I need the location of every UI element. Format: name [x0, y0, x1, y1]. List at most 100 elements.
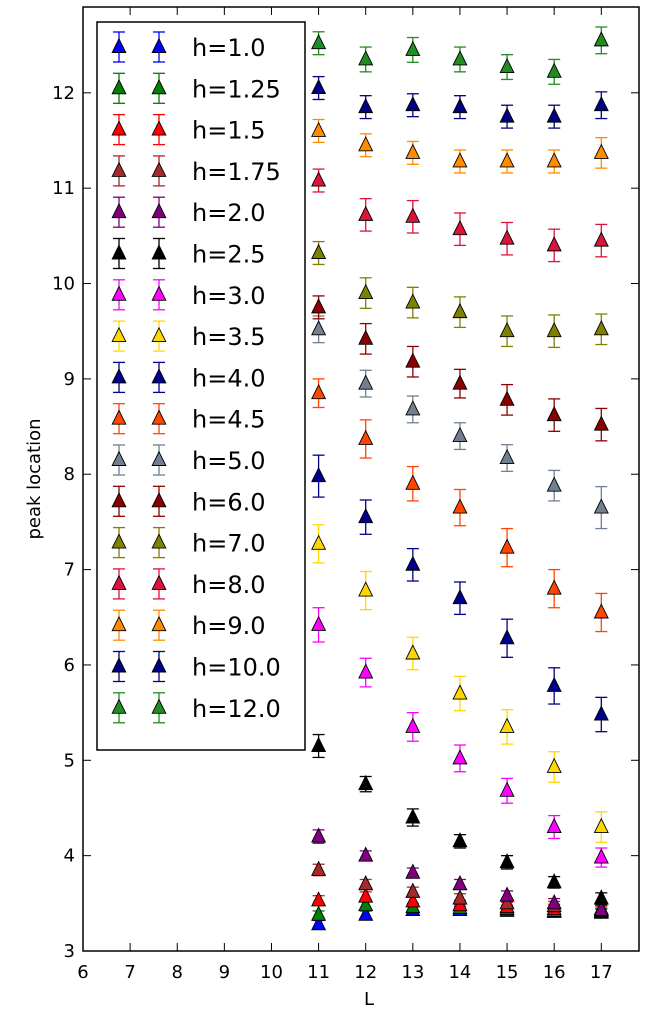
legend-marker: [111, 202, 127, 219]
data-point: [311, 298, 327, 314]
data-point: [452, 152, 468, 168]
data-point: [452, 874, 468, 891]
data-point: [405, 293, 421, 309]
data-point: [405, 95, 421, 112]
series-h=4.5: [311, 378, 609, 633]
data-point: [593, 320, 609, 336]
data-point: [499, 229, 515, 245]
data-point: [452, 50, 468, 66]
data-point: [452, 684, 468, 700]
legend-item: h=5.0: [111, 444, 266, 476]
data-point: [499, 717, 515, 733]
data-point: [593, 817, 609, 833]
data-point: [311, 915, 327, 931]
legend-item: h=1.0: [111, 31, 266, 63]
legend-marker: [111, 492, 127, 508]
data-point: [546, 62, 562, 78]
data-point: [499, 390, 515, 406]
series-h=3.5: [311, 524, 609, 843]
data-point: [452, 374, 468, 390]
legend-label: h=3.0: [192, 282, 266, 310]
legend-marker: [111, 368, 127, 384]
data-point: [593, 498, 609, 514]
data-point: [358, 887, 374, 903]
data-point: [358, 97, 374, 114]
data-point: [499, 152, 515, 168]
legend-marker: [111, 79, 127, 95]
data-point: [311, 891, 327, 907]
legend-marker: [151, 698, 167, 714]
data-point: [311, 905, 327, 921]
legend-label: h=1.5: [192, 117, 266, 145]
data-point: [593, 900, 609, 916]
series-h=5.0: [311, 315, 609, 530]
legend-marker: [151, 161, 167, 177]
data-point: [546, 579, 562, 595]
plot-area-frame: [82, 6, 640, 952]
y-tick-label: 12: [52, 83, 75, 104]
legend-label: h=1.25: [192, 75, 281, 103]
legend-marker: [111, 285, 127, 301]
data-point: [593, 231, 609, 247]
legend-marker: [111, 161, 127, 177]
legend-item: h=7.0: [111, 526, 266, 559]
legend-label: h=4.0: [192, 364, 266, 392]
legend-marker: [111, 615, 127, 632]
data-point: [358, 581, 374, 597]
legend-marker: [111, 574, 127, 590]
legend-label: h=3.5: [192, 323, 266, 351]
series-h=8.0: [311, 168, 609, 263]
data-point: [311, 860, 327, 876]
data-points: [311, 26, 609, 931]
data-point: [452, 588, 468, 605]
data-point: [499, 321, 515, 338]
data-point: [452, 832, 468, 848]
legend-item: h=1.75: [111, 155, 281, 187]
data-point: [499, 894, 515, 910]
legend-marker: [151, 368, 167, 384]
data-point: [405, 207, 421, 223]
legend-marker: [111, 326, 127, 343]
data-point: [452, 97, 468, 114]
legend-item: h=3.0: [111, 279, 266, 311]
series-h=6.0: [311, 295, 609, 442]
y-tick-label: 7: [64, 560, 75, 581]
legend-label: h=4.5: [192, 406, 266, 434]
legend-item: h=4.0: [111, 361, 266, 394]
data-point: [311, 320, 327, 336]
series-h=2.0: [311, 827, 609, 916]
legend-marker: [151, 79, 167, 95]
series-h=10.0: [311, 75, 609, 129]
data-point: [546, 152, 562, 168]
data-point: [358, 283, 374, 300]
x-tick-label: 16: [543, 962, 566, 983]
data-point: [358, 50, 374, 66]
data-point: [499, 781, 515, 797]
data-point: [452, 749, 468, 765]
data-point: [311, 736, 327, 752]
legend-marker: [111, 657, 127, 673]
y-tick-label: 6: [64, 655, 75, 676]
data-point: [405, 40, 421, 56]
data-point: [405, 400, 421, 416]
legend-marker: [111, 37, 127, 53]
y-axis-label: peak location: [24, 418, 45, 539]
legend-item: h=10.0: [111, 650, 281, 683]
data-point: [405, 352, 421, 368]
data-point: [593, 705, 609, 721]
legend-item: h=2.5: [111, 237, 266, 270]
data-point: [358, 374, 374, 390]
data-point: [593, 143, 609, 159]
data-point: [405, 644, 421, 660]
data-point: [546, 321, 562, 338]
data-point: [452, 889, 468, 905]
legend-marker: [151, 409, 167, 425]
series-h=9.0: [311, 118, 609, 174]
data-point: [405, 863, 421, 879]
data-point: [311, 466, 327, 483]
y-tick-label: 3: [64, 941, 75, 962]
data-point: [593, 31, 609, 47]
data-point: [311, 33, 327, 50]
data-point: [593, 95, 609, 112]
